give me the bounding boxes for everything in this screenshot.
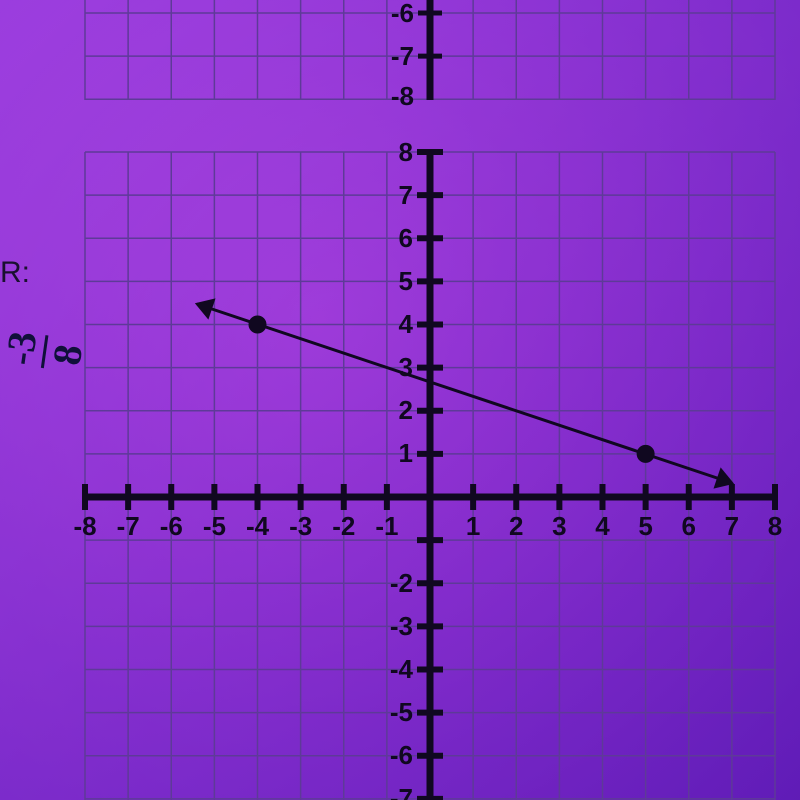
worksheet-svg: -6 -7 -8: [0, 0, 800, 800]
svg-text:8: 8: [768, 511, 782, 541]
svg-text:5: 5: [399, 266, 413, 296]
point-5-1: [637, 445, 655, 463]
svg-text:-1: -1: [375, 511, 398, 541]
svg-text:-2: -2: [332, 511, 355, 541]
svg-text:2: 2: [399, 395, 413, 425]
svg-text:-8: -8: [73, 511, 96, 541]
svg-text:7: 7: [725, 511, 739, 541]
svg-text:4: 4: [595, 511, 610, 541]
svg-text:1: 1: [399, 438, 413, 468]
plotted-line: [197, 304, 732, 483]
svg-text:-7: -7: [391, 41, 414, 71]
page-root: { "top_partial_chart": { "type": "coordi…: [0, 0, 800, 800]
svg-text:3: 3: [552, 511, 566, 541]
svg-text:-5: -5: [390, 697, 413, 727]
svg-text:-6: -6: [391, 0, 414, 28]
svg-text:6: 6: [399, 223, 413, 253]
svg-text:5: 5: [638, 511, 652, 541]
svg-text:-3: -3: [289, 511, 312, 541]
point-neg4-4: [249, 316, 267, 334]
svg-text:2: 2: [509, 511, 523, 541]
svg-text:1: 1: [466, 511, 480, 541]
svg-text:-5: -5: [203, 511, 226, 541]
y-tick-labels: 8 7 6 5 4 3 2 1 -2 -3 -4 -5 -6 -7: [390, 137, 414, 800]
svg-text:6: 6: [682, 511, 696, 541]
svg-text:-6: -6: [160, 511, 183, 541]
svg-text:-6: -6: [390, 740, 413, 770]
svg-text:-8: -8: [391, 81, 414, 111]
svg-text:-7: -7: [117, 511, 140, 541]
svg-text:3: 3: [399, 352, 413, 382]
svg-text:-4: -4: [246, 511, 270, 541]
main-coordinate-grid: -8 -7 -6 -5 -4 -3 -2 -1 1 2 3 4 5 6 7 8 …: [73, 137, 782, 800]
svg-text:8: 8: [399, 137, 413, 167]
svg-text:7: 7: [399, 180, 413, 210]
top-partial-grid: -6 -7 -8: [85, 0, 775, 111]
svg-text:-7: -7: [390, 783, 413, 800]
svg-text:-4: -4: [390, 654, 414, 684]
svg-text:4: 4: [399, 309, 414, 339]
svg-text:-3: -3: [390, 611, 413, 641]
top-y-tick-labels: -6 -7 -8: [391, 0, 414, 111]
svg-text:-2: -2: [390, 568, 413, 598]
